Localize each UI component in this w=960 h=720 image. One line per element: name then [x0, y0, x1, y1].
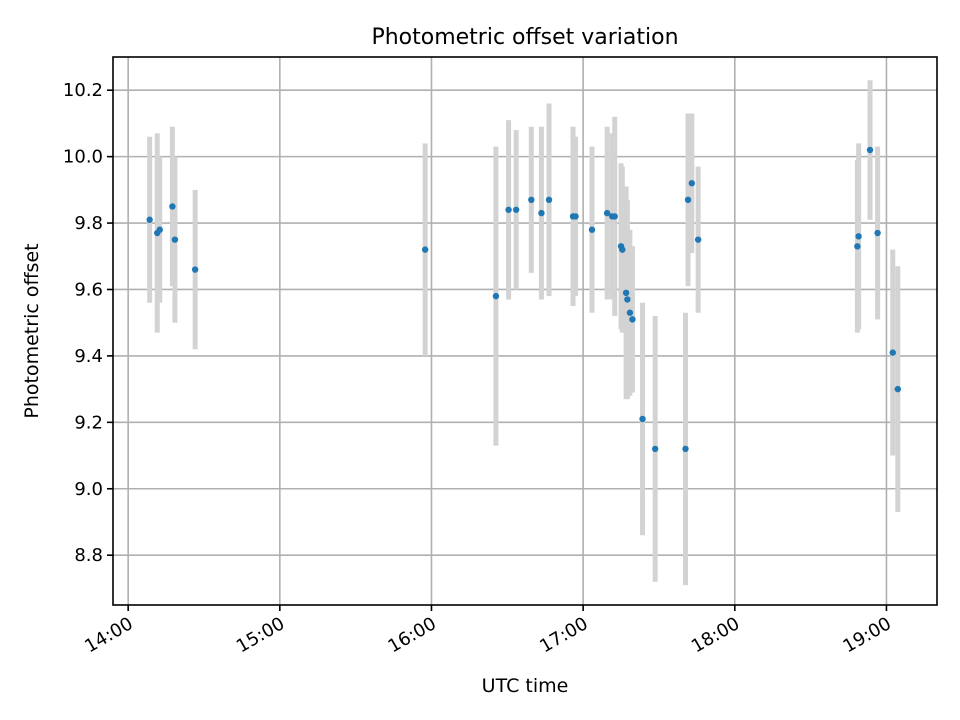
y-tick-label: 9.0 [74, 479, 103, 500]
data-point [639, 415, 646, 423]
y-tick-label: 9.4 [74, 346, 103, 367]
data-point [688, 180, 696, 187]
data-point [874, 229, 881, 237]
data-point [146, 216, 153, 223]
data-point [855, 233, 862, 240]
data-point [572, 213, 579, 220]
x-axis-label: UTC time [482, 675, 569, 697]
x-tick-label: 18:00 [688, 613, 743, 657]
x-tick-label: 16:00 [385, 613, 440, 657]
data-point [619, 246, 626, 253]
data-point [854, 243, 861, 250]
y-tick-label: 8.8 [74, 545, 103, 566]
y-tick-label: 10.0 [63, 147, 103, 168]
x-tick-label: 17:00 [536, 613, 591, 657]
data-point [682, 445, 689, 453]
y-tick-label: 9.6 [74, 279, 103, 300]
data-point [651, 445, 659, 453]
data-point [421, 246, 429, 253]
plot-frame [112, 56, 938, 606]
data-point [538, 209, 545, 217]
data-point [171, 236, 179, 243]
data-point [528, 196, 535, 204]
data-point [866, 146, 874, 154]
data-point [624, 296, 631, 303]
data-point [611, 213, 618, 220]
y-tick-label: 10.2 [63, 80, 103, 101]
data-point [588, 226, 596, 233]
chart-title: Photometric offset variation [371, 25, 678, 50]
x-tick-label: 14:00 [81, 613, 136, 657]
data-point [889, 349, 896, 356]
data-point [169, 203, 176, 210]
x-tick-label: 19:00 [840, 613, 895, 657]
data-point [626, 309, 634, 316]
x-tick-label: 15:00 [233, 613, 288, 657]
grid-layer [113, 57, 937, 605]
point-layer [146, 146, 902, 453]
data-point [603, 209, 611, 217]
data-point [694, 236, 702, 243]
data-point [191, 266, 199, 273]
data-point [505, 206, 512, 213]
data-point [629, 316, 636, 323]
data-point [156, 226, 163, 233]
data-point [545, 196, 553, 204]
data-point [512, 206, 520, 213]
data-point [622, 289, 630, 297]
y-axis-label: Photometric offset [21, 243, 43, 418]
tick-layer: 8.8 9.0 9.2 9.4 9.6 9.8 10.0 10.2 14:00 15:00 16:0… [63, 80, 895, 657]
data-point [684, 196, 692, 204]
y-tick-label: 9.2 [74, 412, 103, 433]
data-point [492, 292, 500, 300]
y-tick-label: 9.8 [74, 213, 103, 234]
data-point [894, 385, 902, 393]
